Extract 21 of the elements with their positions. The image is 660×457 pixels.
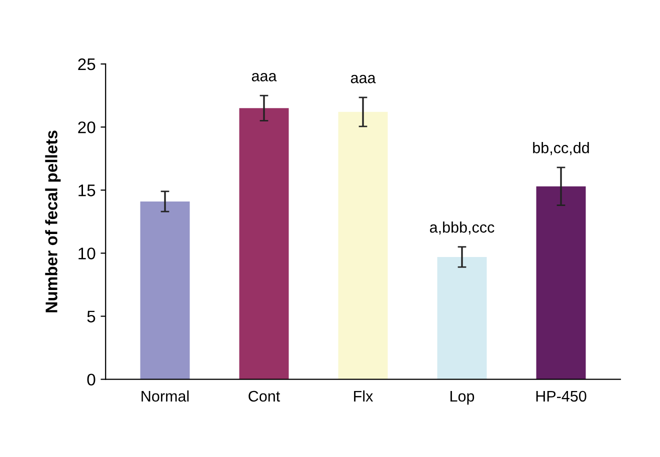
y-tick-label: 25 [78,58,96,70]
y-tick-label: 10 [78,248,96,260]
x-tick-label: Cont [248,390,280,402]
y-tick-label: 5 [87,310,96,322]
annotation: aaa [252,73,277,82]
y-tick-label: 15 [78,184,96,196]
bar [239,108,289,380]
bar [338,112,388,380]
annotation: bb,cc,dd [533,142,589,156]
bar [437,256,487,380]
x-tick-label: HP-450 [536,390,586,402]
bar [536,186,586,380]
x-tick-label: Lop [450,390,474,405]
bar [140,201,190,380]
annotation: a,bbb,ccc [430,222,494,235]
annotation: aaa [350,74,376,84]
x-tick-label: Flx [354,390,374,402]
y-tick-label: 0 [87,374,96,386]
y-tick-label: 20 [78,121,96,134]
x-tick-label: Normal [142,390,189,402]
y-axis-title: Number of fecal pellets [45,130,61,312]
